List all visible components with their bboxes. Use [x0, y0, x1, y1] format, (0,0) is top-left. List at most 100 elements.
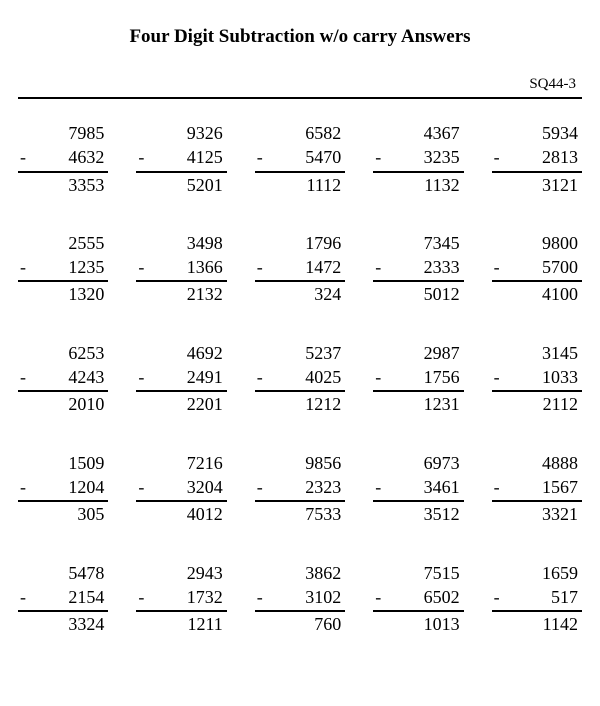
answer: 3324 [18, 612, 108, 636]
minus-sign: - [136, 475, 144, 499]
answer-row: 3512 [373, 502, 463, 526]
answer: 1142 [492, 612, 582, 636]
answer-row: 2010 [18, 392, 108, 416]
minuend: 7345 [373, 231, 463, 255]
subtrahend: 4125 [144, 145, 226, 169]
answer: 1013 [373, 612, 463, 636]
subtrahend: 1366 [144, 255, 226, 279]
answer-row: 2132 [136, 282, 226, 306]
minus-sign: - [492, 255, 500, 279]
answer-row: 5012 [373, 282, 463, 306]
subtrahend-row: -4632 [18, 145, 108, 172]
minuend-row: 6253 [18, 341, 108, 365]
subtraction-problem: 6253-42432010 [18, 341, 108, 417]
minuend-row: 6582 [255, 121, 345, 145]
subtrahend-row: -6502 [373, 585, 463, 612]
minus-sign: - [18, 365, 26, 389]
subtrahend-row: -1472 [255, 255, 345, 282]
subtraction-problem: 5934-28133121 [492, 121, 582, 197]
minuend: 7216 [136, 451, 226, 475]
answer: 2112 [492, 392, 582, 416]
answer-row: 3321 [492, 502, 582, 526]
minuend: 9800 [492, 231, 582, 255]
subtraction-problem: 4888-1567 3321 [492, 451, 582, 527]
minuend-row: 3145 [492, 341, 582, 365]
minuend-row: 2987 [373, 341, 463, 365]
problem-grid: 7985-46323353 9326-41255201 6582-54701112 4… [18, 121, 582, 636]
subtrahend: 1235 [26, 255, 108, 279]
minus-sign: - [255, 145, 263, 169]
answer: 1212 [255, 392, 345, 416]
answer-row: 2201 [136, 392, 226, 416]
subtrahend-row: -2491 [136, 365, 226, 392]
subtrahend-row: -2333 [373, 255, 463, 282]
answer-row: 324 [255, 282, 345, 306]
subtraction-problem: 1509-1204305 [18, 451, 108, 527]
minuend-row: 9326 [136, 121, 226, 145]
minus-sign: - [492, 585, 500, 609]
minus-sign: - [255, 585, 263, 609]
minuend-row: 1796 [255, 231, 345, 255]
subtraction-problem: 7216-32044012 [136, 451, 226, 527]
subtraction-problem: 9326-41255201 [136, 121, 226, 197]
answer-row: 1132 [373, 173, 463, 197]
subtraction-problem: 4692-24912201 [136, 341, 226, 417]
subtrahend-row: -1204 [18, 475, 108, 502]
subtrahend-row: -4243 [18, 365, 108, 392]
minuend: 6253 [18, 341, 108, 365]
subtrahend-row: -1732 [136, 585, 226, 612]
minuend-row: 5934 [492, 121, 582, 145]
minuend-row: 3498 [136, 231, 226, 255]
subtrahend: 1756 [381, 365, 463, 389]
answer: 1211 [136, 612, 226, 636]
minuend: 5478 [18, 561, 108, 585]
minuend-row: 1659 [492, 561, 582, 585]
subtrahend: 2154 [26, 585, 108, 609]
minuend-row: 1509 [18, 451, 108, 475]
subtrahend-row: -4125 [136, 145, 226, 172]
subtrahend: 3102 [263, 585, 345, 609]
subtraction-problem: 1796-1472324 [255, 231, 345, 307]
subtrahend: 2323 [263, 475, 345, 499]
answer: 324 [255, 282, 345, 306]
answer: 1320 [18, 282, 108, 306]
minuend-row: 4888 [492, 451, 582, 475]
answer-row: 2112 [492, 392, 582, 416]
subtrahend: 1567 [500, 475, 582, 499]
minuend: 2943 [136, 561, 226, 585]
subtrahend: 2813 [500, 145, 582, 169]
subtrahend-row: -5700 [492, 255, 582, 282]
answer-row: 1231 [373, 392, 463, 416]
minuend-row: 5237 [255, 341, 345, 365]
subtrahend: 1033 [500, 365, 582, 389]
subtraction-problem: 2943-17321211 [136, 561, 226, 637]
minus-sign: - [492, 145, 500, 169]
minus-sign: - [136, 145, 144, 169]
minuend: 3862 [255, 561, 345, 585]
minus-sign: - [492, 365, 500, 389]
subtrahend-row: -517 [492, 585, 582, 612]
answer-row: 760 [255, 612, 345, 636]
subtrahend: 3204 [144, 475, 226, 499]
subtrahend: 2333 [381, 255, 463, 279]
subtrahend-row: -2154 [18, 585, 108, 612]
subtrahend-row: -2813 [492, 145, 582, 172]
subtrahend: 1732 [144, 585, 226, 609]
subtraction-problem: 3145-1033 2112 [492, 341, 582, 417]
subtrahend: 3461 [381, 475, 463, 499]
subtraction-problem: 7985-46323353 [18, 121, 108, 197]
answer-row: 1112 [255, 173, 345, 197]
minuend: 4888 [492, 451, 582, 475]
minuend: 9856 [255, 451, 345, 475]
page-title: Four Digit Subtraction w/o carry Answers [18, 26, 582, 48]
subtraction-problem: 1659-5171142 [492, 561, 582, 637]
subtrahend-row: -5470 [255, 145, 345, 172]
minus-sign: - [136, 365, 144, 389]
minuend: 4367 [373, 121, 463, 145]
minuend-row: 3862 [255, 561, 345, 585]
minuend: 1659 [492, 561, 582, 585]
subtrahend: 1472 [263, 255, 345, 279]
answer-row: 3121 [492, 173, 582, 197]
minus-sign: - [492, 475, 500, 499]
subtraction-problem: 6582-54701112 [255, 121, 345, 197]
